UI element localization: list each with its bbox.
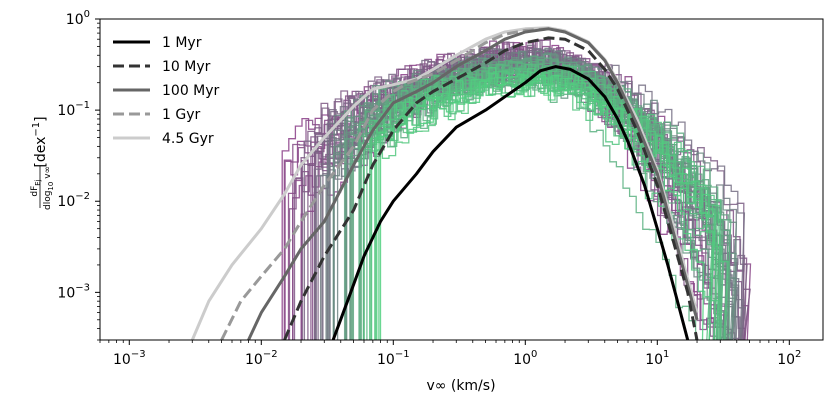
x-axis-label: v∞ (km/s) bbox=[426, 378, 495, 394]
legend-label: 1 Gyr bbox=[162, 107, 200, 123]
legend-label: 4.5 Gyr bbox=[162, 131, 214, 147]
series-line-100-myr bbox=[247, 27, 699, 340]
y-axis-label: dFEj dlog10 v∞ [dex−1] bbox=[30, 116, 55, 210]
series-line-1-myr bbox=[331, 65, 690, 340]
legend-label: 1 Myr bbox=[162, 35, 202, 51]
series-line-4.5-gyr bbox=[190, 26, 699, 340]
y-tick-label: 100 bbox=[66, 9, 90, 28]
x-tick-label: 102 bbox=[777, 349, 801, 368]
histogram-line bbox=[370, 64, 729, 340]
y-tick-label: 10−3 bbox=[57, 282, 90, 301]
svg-text:[dex−1]: [dex−1] bbox=[31, 116, 49, 167]
histogram-line bbox=[374, 68, 719, 340]
model-curves bbox=[190, 26, 699, 340]
plot-frame bbox=[99, 18, 824, 341]
series-line-10-myr bbox=[283, 36, 699, 340]
x-tick-label: 10−3 bbox=[113, 349, 146, 368]
y-axis-ticks: 10−3 10−2 10−1 100 bbox=[57, 9, 100, 341]
x-tick-label: 101 bbox=[645, 349, 669, 368]
legend-label: 10 Myr bbox=[162, 59, 211, 75]
svg-text:dlog10 v∞: dlog10 v∞ bbox=[43, 166, 55, 210]
x-tick-label: 10−1 bbox=[377, 349, 410, 368]
x-axis-ticks: 10−3 10−2 10−1 100 101 102 bbox=[99, 340, 801, 368]
svg-text:dFEj: dFEj bbox=[30, 179, 42, 196]
legend-label: 100 Myr bbox=[162, 83, 220, 99]
y-tick-label: 10−2 bbox=[57, 191, 90, 210]
x-tick-label: 100 bbox=[513, 349, 537, 368]
y-tick-label: 10−1 bbox=[57, 100, 90, 119]
legend: 1 Myr 10 Myr 100 Myr 1 Gyr 4.5 Gyr bbox=[106, 25, 238, 153]
x-tick-label: 10−2 bbox=[245, 349, 278, 368]
